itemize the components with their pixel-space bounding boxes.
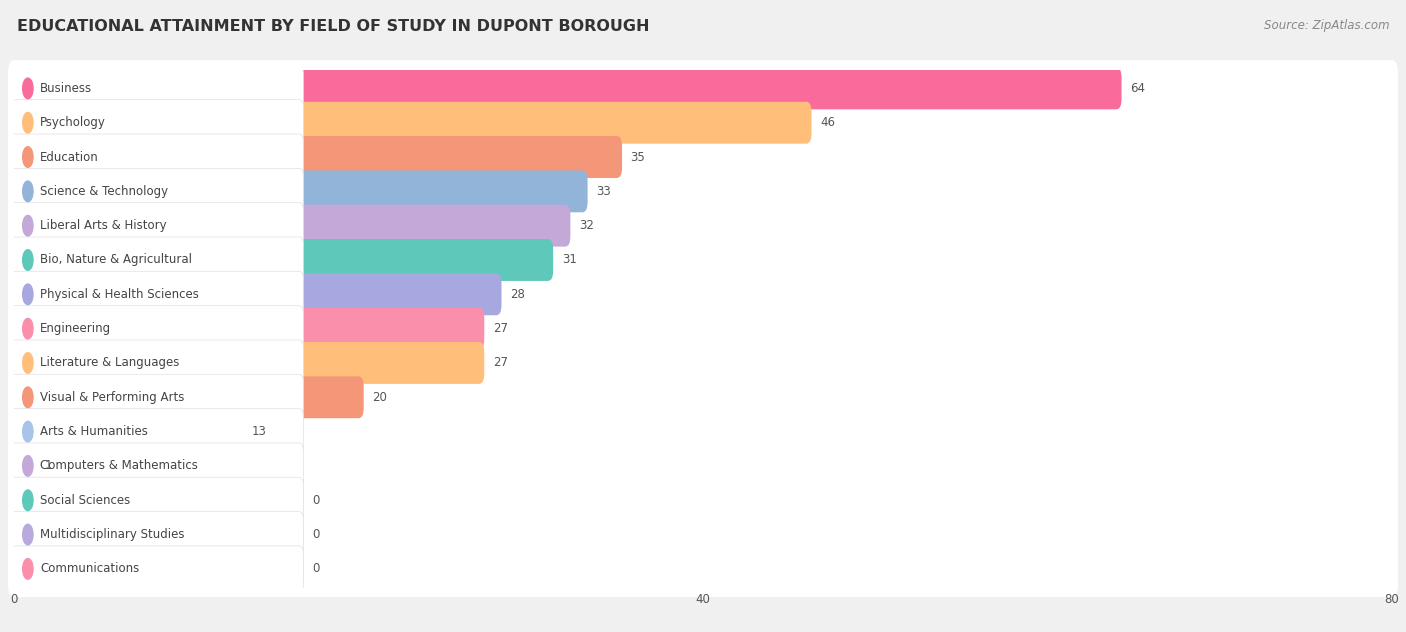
FancyBboxPatch shape [8,163,1398,219]
Text: Literature & Languages: Literature & Languages [39,356,180,370]
Circle shape [22,319,32,339]
FancyBboxPatch shape [8,506,1398,562]
Text: 64: 64 [1130,82,1144,95]
Text: 27: 27 [494,322,508,335]
Text: Multidisciplinary Studies: Multidisciplinary Studies [39,528,184,541]
FancyBboxPatch shape [8,541,1398,597]
Text: 27: 27 [494,356,508,370]
FancyBboxPatch shape [11,306,304,351]
FancyBboxPatch shape [8,274,502,315]
Text: Social Sciences: Social Sciences [39,494,131,507]
Text: 0: 0 [312,528,319,541]
Text: 0: 0 [312,562,319,575]
FancyBboxPatch shape [11,237,304,283]
FancyBboxPatch shape [8,136,621,178]
FancyBboxPatch shape [11,271,304,317]
FancyBboxPatch shape [8,95,1398,151]
FancyBboxPatch shape [8,300,1398,357]
Text: Engineering: Engineering [39,322,111,335]
FancyBboxPatch shape [11,340,304,386]
Text: Liberal Arts & History: Liberal Arts & History [39,219,166,232]
Text: 0: 0 [312,494,319,507]
Text: Computers & Mathematics: Computers & Mathematics [39,459,198,473]
FancyBboxPatch shape [8,232,1398,288]
Circle shape [22,147,32,167]
FancyBboxPatch shape [11,477,304,523]
FancyBboxPatch shape [8,239,553,281]
Circle shape [22,216,32,236]
Text: 13: 13 [252,425,267,438]
Text: 46: 46 [820,116,835,129]
Circle shape [22,181,32,202]
FancyBboxPatch shape [8,438,1398,494]
Circle shape [22,353,32,374]
Text: Communications: Communications [39,562,139,575]
Text: 28: 28 [510,288,524,301]
Circle shape [22,525,32,545]
FancyBboxPatch shape [8,102,811,143]
FancyBboxPatch shape [8,479,304,521]
FancyBboxPatch shape [11,168,304,214]
FancyBboxPatch shape [11,134,304,180]
FancyBboxPatch shape [8,472,1398,528]
FancyBboxPatch shape [8,548,304,590]
FancyBboxPatch shape [11,100,304,146]
FancyBboxPatch shape [11,409,304,454]
FancyBboxPatch shape [8,68,1122,109]
FancyBboxPatch shape [8,60,1398,116]
Text: 33: 33 [596,185,612,198]
Text: 20: 20 [373,391,387,404]
FancyBboxPatch shape [8,514,304,556]
FancyBboxPatch shape [8,342,484,384]
FancyBboxPatch shape [8,369,1398,425]
FancyBboxPatch shape [8,198,1398,254]
Text: Arts & Humanities: Arts & Humanities [39,425,148,438]
FancyBboxPatch shape [11,203,304,248]
Text: Bio, Nature & Agricultural: Bio, Nature & Agricultural [39,253,191,267]
FancyBboxPatch shape [8,335,1398,391]
FancyBboxPatch shape [11,65,304,111]
FancyBboxPatch shape [11,374,304,420]
FancyBboxPatch shape [11,511,304,557]
Text: 1: 1 [45,459,52,473]
Text: 32: 32 [579,219,593,232]
FancyBboxPatch shape [11,546,304,592]
FancyBboxPatch shape [8,129,1398,185]
Text: EDUCATIONAL ATTAINMENT BY FIELD OF STUDY IN DUPONT BOROUGH: EDUCATIONAL ATTAINMENT BY FIELD OF STUDY… [17,19,650,34]
Circle shape [22,78,32,99]
Circle shape [22,490,32,511]
FancyBboxPatch shape [8,445,37,487]
Circle shape [22,112,32,133]
FancyBboxPatch shape [8,205,571,246]
Text: Psychology: Psychology [39,116,105,129]
Text: Science & Technology: Science & Technology [39,185,169,198]
Circle shape [22,456,32,477]
FancyBboxPatch shape [8,376,364,418]
Text: Physical & Health Sciences: Physical & Health Sciences [39,288,198,301]
FancyBboxPatch shape [8,266,1398,322]
Text: Education: Education [39,150,98,164]
Circle shape [22,559,32,579]
Text: 35: 35 [631,150,645,164]
Text: 31: 31 [562,253,576,267]
FancyBboxPatch shape [8,171,588,212]
Circle shape [22,387,32,408]
Text: Visual & Performing Arts: Visual & Performing Arts [39,391,184,404]
FancyBboxPatch shape [8,308,484,349]
Text: Source: ZipAtlas.com: Source: ZipAtlas.com [1264,19,1389,32]
Circle shape [22,284,32,305]
Text: Business: Business [39,82,91,95]
Circle shape [22,250,32,270]
FancyBboxPatch shape [11,443,304,489]
FancyBboxPatch shape [8,411,243,453]
Circle shape [22,422,32,442]
FancyBboxPatch shape [8,403,1398,459]
